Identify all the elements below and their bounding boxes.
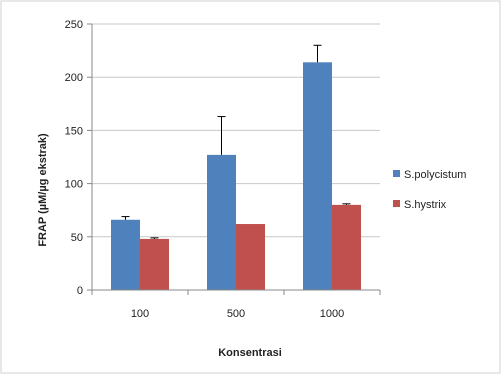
y-tick-label: 100 [65, 179, 83, 191]
x-axis-title: Konsentrasi [218, 347, 282, 359]
bar-s-polycistum [303, 62, 332, 290]
axes: 0 50 100 150 200 250 100 500 1000 [65, 19, 381, 320]
legend-label: S.hystrix [404, 199, 447, 211]
y-tick-label: 50 [71, 232, 83, 244]
bar-s-polycistum [111, 219, 140, 290]
bars [111, 44, 361, 290]
legend-label: S.polycistum [404, 169, 466, 181]
x-tick-label: 500 [227, 308, 245, 320]
bar-s-hystrix [332, 204, 361, 290]
y-tick-label: 250 [65, 19, 83, 31]
y-tick-label: 200 [65, 72, 83, 84]
y-tick-label: 0 [77, 285, 83, 297]
y-axis-title: FRAP (µM/µg ekstrak) [37, 133, 49, 247]
x-tick-label: 100 [131, 308, 149, 320]
bar-s-hystrix [236, 224, 265, 290]
legend-swatch [393, 200, 400, 207]
legend-swatch [393, 170, 400, 177]
legend: S.polycistum S.hystrix [393, 169, 466, 211]
bar-s-hystrix [140, 238, 169, 290]
y-tick-label: 150 [65, 125, 83, 137]
x-tick-label: 1000 [320, 308, 344, 320]
bar-s-polycistum [207, 154, 236, 290]
